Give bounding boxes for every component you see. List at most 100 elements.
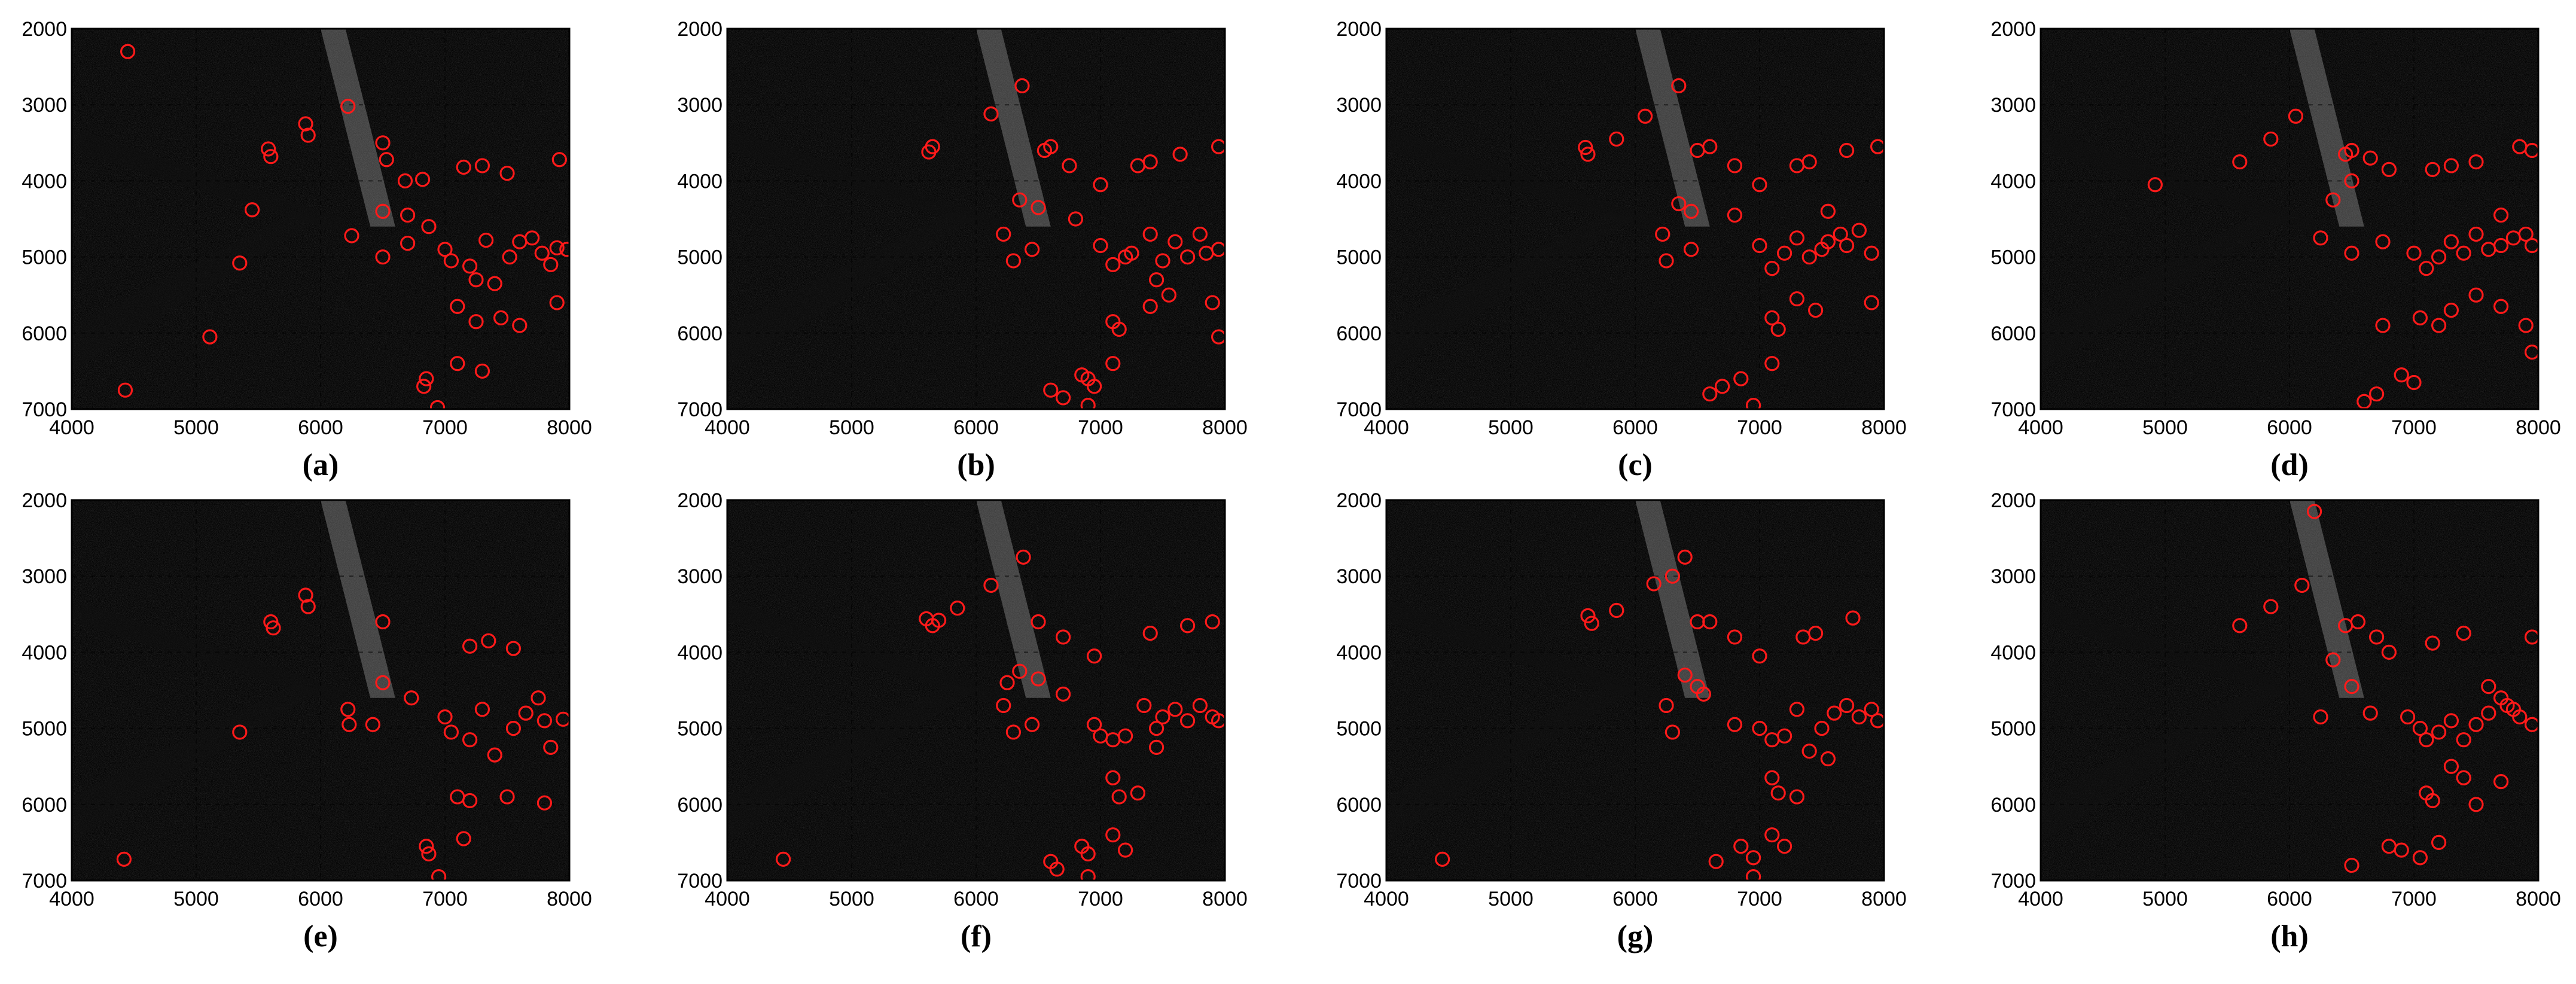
data-point — [1764, 261, 1780, 276]
y-tick-label: 5000 — [1990, 246, 2036, 269]
data-point — [2406, 245, 2422, 261]
data-point — [298, 116, 313, 132]
data-point — [1111, 321, 1127, 337]
data-point — [1609, 602, 1624, 619]
data-point — [2456, 770, 2471, 785]
data-point — [1179, 618, 1196, 633]
data-point — [2456, 245, 2471, 261]
data-point — [478, 233, 494, 248]
x-tick-label: 4000 — [2018, 416, 2063, 439]
x-tick-label: 6000 — [298, 888, 343, 910]
plot-area — [72, 29, 569, 409]
data-point — [1820, 203, 1836, 219]
data-point — [2381, 839, 2397, 854]
x-tick-label: 6000 — [2267, 888, 2312, 910]
data-point — [502, 249, 517, 265]
data-point — [263, 149, 279, 164]
data-point — [462, 732, 478, 748]
x-tick-label: 7000 — [2391, 888, 2437, 910]
data-point — [531, 690, 546, 706]
data-point — [1148, 739, 1164, 755]
data-point — [1105, 770, 1121, 785]
data-point — [2147, 177, 2163, 193]
data-point — [996, 226, 1011, 242]
data-point — [1684, 242, 1699, 257]
y-tick-label: 5000 — [22, 718, 67, 741]
panel-caption: (f) — [961, 919, 992, 953]
y-tick-label: 3000 — [1336, 565, 1382, 588]
data-point — [232, 724, 248, 740]
plot-area — [727, 29, 1225, 409]
data-point — [1012, 663, 1028, 679]
y-tick-label: 3000 — [22, 94, 67, 117]
x-tick-label: 8000 — [1202, 888, 1248, 910]
data-point — [2232, 154, 2248, 170]
data-point — [120, 44, 136, 59]
data-point — [456, 831, 471, 846]
data-point — [1005, 724, 1022, 740]
data-point — [2400, 709, 2416, 725]
data-point — [1715, 379, 1730, 394]
data-point — [462, 638, 478, 654]
bright-strip — [1635, 500, 1710, 698]
y-tick-label: 6000 — [1336, 322, 1382, 345]
data-point — [1808, 303, 1824, 318]
y-tick-label: 4000 — [1990, 170, 2036, 193]
data-point — [2481, 679, 2496, 694]
axes-frame — [1385, 499, 1885, 882]
data-point — [1801, 249, 1817, 265]
data-point — [1111, 789, 1127, 805]
data-point — [925, 139, 940, 154]
data-point — [1142, 154, 1158, 170]
data-point — [2263, 599, 2279, 614]
data-point — [1684, 203, 1699, 219]
bright-strip — [321, 29, 395, 227]
y-tick-label: 6000 — [677, 794, 723, 817]
data-point — [300, 599, 316, 614]
data-point — [1043, 382, 1059, 398]
data-point — [474, 702, 490, 717]
x-tick-label: 7000 — [1737, 416, 1782, 439]
data-point — [1833, 226, 1848, 242]
bright-strip — [976, 29, 1051, 227]
data-point — [2356, 394, 2372, 409]
data-point — [2381, 644, 2397, 660]
data-point — [1124, 245, 1139, 261]
x-tick-label: 6000 — [1612, 888, 1658, 910]
data-point — [1864, 295, 1879, 310]
data-point — [499, 789, 515, 805]
data-point — [1733, 371, 1749, 386]
data-point — [2525, 345, 2538, 360]
data-point — [2468, 154, 2484, 170]
y-tick-label: 7000 — [22, 870, 67, 892]
y-tick-label: 7000 — [1336, 398, 1382, 421]
data-point — [2468, 797, 2484, 812]
bright-strip — [2290, 500, 2364, 698]
data-point — [1580, 608, 1596, 623]
data-point — [1211, 329, 1225, 345]
plot-area — [1386, 29, 1884, 409]
data-point — [481, 633, 496, 648]
data-point — [551, 152, 567, 167]
data-point — [556, 711, 569, 727]
data-point — [1435, 851, 1450, 867]
data-point — [1024, 242, 1040, 257]
data-point — [245, 202, 260, 218]
axes-frame — [71, 499, 571, 882]
data-point — [1130, 785, 1146, 801]
data-point — [1005, 253, 1022, 269]
data-point — [2344, 857, 2359, 873]
data-point — [1211, 713, 1225, 729]
data-point — [2468, 226, 2484, 242]
y-tick-label: 2000 — [1336, 489, 1382, 512]
data-point — [2443, 303, 2459, 318]
data-point — [1839, 142, 1855, 159]
x-tick-label: 6000 — [953, 888, 999, 910]
y-tick-label: 6000 — [22, 794, 67, 817]
x-tick-label: 4000 — [705, 416, 750, 439]
y-tick-label: 5000 — [1336, 246, 1382, 269]
data-point — [1086, 379, 1102, 394]
data-point — [1801, 154, 1817, 170]
panel-c: 4000 5000 6000 7000 8000 2000 3000 4000 5000 6000… — [1336, 18, 1906, 482]
